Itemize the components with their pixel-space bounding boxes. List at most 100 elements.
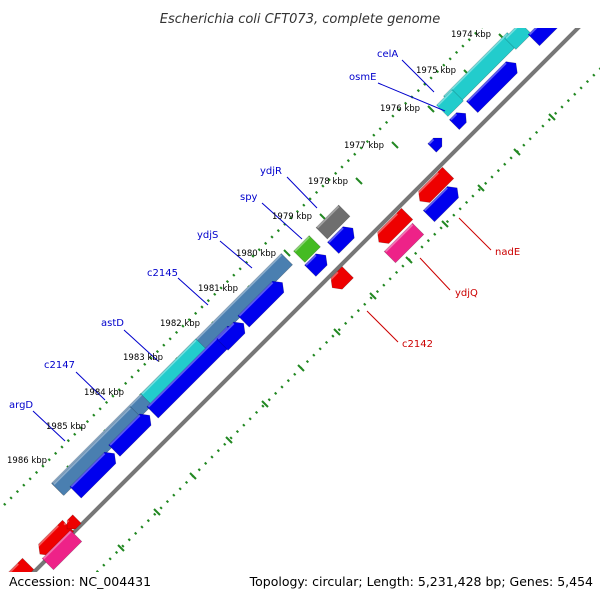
ruler-tick <box>477 184 485 192</box>
gene-label-leader-forward <box>286 176 318 209</box>
feature-bottom-small-cds-shape[interactable] <box>63 514 82 533</box>
accession-text: Accession: NC_004431 <box>9 574 151 589</box>
ruler-tick <box>283 249 291 257</box>
gene-label-spy[interactable]: spy <box>240 192 258 203</box>
feature-nadE-adjacent-cds-highlight <box>423 187 448 212</box>
gene-label-argD[interactable]: argD <box>9 400 33 411</box>
ruler-tick <box>405 256 413 264</box>
gene-label-celA[interactable]: celA <box>377 49 398 60</box>
gene-label-nadE[interactable]: nadE <box>495 247 520 258</box>
feature-ydjR-cds-highlight <box>328 227 344 243</box>
feature-ydjQ-cds-shape[interactable] <box>373 207 414 248</box>
ruler-tick <box>189 472 197 480</box>
gene-label-leader-forward <box>123 329 159 362</box>
gene-label-c2145[interactable]: c2145 <box>147 268 178 279</box>
feature-osmE-cds <box>448 108 470 131</box>
feature-nadE-cds-shape[interactable] <box>414 166 455 207</box>
feature-bottom2-cds-shape[interactable] <box>0 557 35 598</box>
gene-label-leader-forward <box>177 277 209 306</box>
gene-label-astD[interactable]: astD <box>101 318 124 329</box>
forward-gene-labels: celA osmE ydjR spy ydjS c2145 astD c2147… <box>9 49 398 411</box>
gene-label-leader-forward <box>219 240 253 269</box>
feature-argD-cds-shape[interactable] <box>69 448 120 499</box>
feature-ydjQ-rna-highlight <box>384 223 414 253</box>
feature-c2142-cds-shape[interactable] <box>327 266 354 294</box>
feature-astD-cds-highlight <box>147 326 229 408</box>
feature-ydjR-cds-shape[interactable] <box>327 222 358 254</box>
tick-label: 1974 kbp <box>451 30 491 40</box>
feature-bottom2-cds <box>0 557 35 598</box>
gene-label-leader-forward <box>261 202 303 240</box>
ruler-tick <box>297 364 305 372</box>
feature-bottom-rna-highlight <box>42 530 72 560</box>
feature-spy-cog <box>293 235 321 263</box>
feature-osmE-cog-highlight <box>437 90 453 106</box>
feature-celA-cog-highlight <box>444 33 508 97</box>
feature-celA-cds-shape[interactable] <box>465 57 521 114</box>
feature-ydjR-cds <box>327 222 358 254</box>
feature-bottom-cds-shape[interactable] <box>34 519 75 560</box>
feature-ydjQ-cds-highlight <box>373 213 398 238</box>
ruler-tick <box>355 177 363 185</box>
feature-c2145b-cds-shape[interactable] <box>216 318 250 351</box>
gene-label-osmE[interactable]: osmE <box>349 72 376 83</box>
genome-stats-text: Topology: circular; Length: 5,231,428 bp… <box>249 574 593 589</box>
tick-label: 1978 kbp <box>308 177 348 187</box>
feature-spy-cds-highlight <box>305 254 317 266</box>
feature-spy-cog-shape[interactable] <box>293 235 321 263</box>
gene-label-leader-reverse <box>419 257 451 291</box>
feature-bottom-small-cds-highlight <box>63 519 70 526</box>
feature-bottom2-cds-highlight <box>0 563 19 572</box>
ruler-tick <box>441 220 449 228</box>
ruler-tick <box>153 508 161 516</box>
gene-label-leader-forward <box>32 410 66 442</box>
reverse-gene-labels: nadE ydjQ c2142 <box>402 247 520 350</box>
feature-ydjR-cog-shape[interactable] <box>315 204 351 240</box>
feature-top2-cds-shape[interactable] <box>559 0 584 16</box>
feature-osmE-cds-shape[interactable] <box>448 108 470 131</box>
ruler-tick <box>391 141 399 149</box>
feature-small-cds-shape[interactable] <box>427 134 446 153</box>
gene-label-leader-reverse <box>458 217 492 251</box>
gene-label-ydjR[interactable]: ydjR <box>260 166 282 177</box>
feature-c2142-cds-highlight <box>327 271 339 283</box>
feature-c2142-cds <box>327 266 354 294</box>
feature-top-cds-shape[interactable] <box>527 6 568 47</box>
ruler-tick <box>548 113 556 121</box>
feature-layer <box>0 0 584 598</box>
feature-celA-cds <box>465 57 521 114</box>
feature-ydjR-cog <box>315 204 351 240</box>
feature-nadE-adjacent-cds-shape[interactable] <box>422 182 463 223</box>
feature-bottom-rna <box>41 529 83 571</box>
gene-label-leader-reverse <box>366 310 399 343</box>
feature-bottom-small-cds <box>63 514 82 533</box>
feature-ydjQ-rna-shape[interactable] <box>383 222 425 264</box>
gene-label-ydjQ[interactable]: ydjQ <box>455 288 478 299</box>
feature-c2145b-cds-highlight <box>217 322 235 340</box>
feature-bottom-rna-shape[interactable] <box>41 529 83 571</box>
feature-osmE-cog-shape[interactable] <box>436 89 464 117</box>
tick-label: 1979 kbp <box>272 212 312 222</box>
gene-label-c2147[interactable]: c2147 <box>44 360 75 371</box>
ruler-tick <box>427 105 435 113</box>
feature-c2147-cds-shape[interactable] <box>108 410 156 457</box>
ruler-tick <box>225 436 233 444</box>
tick-label: 1976 kbp <box>380 104 420 114</box>
gene-label-leader-forward <box>377 82 446 112</box>
gene-label-ydjS[interactable]: ydjS <box>197 230 218 241</box>
gene-label-c2142[interactable]: c2142 <box>402 339 433 350</box>
tick-label: 1977 kbp <box>344 141 384 151</box>
feature-bottom-cds-highlight <box>34 525 59 550</box>
feature-c2147-cds-highlight <box>109 414 141 446</box>
gene-label-leader-forward <box>401 59 435 93</box>
feature-spy-cds-shape[interactable] <box>304 250 332 277</box>
feature-ydjQ-cds <box>373 207 414 248</box>
feature-c2145-cds-shape[interactable] <box>237 277 288 328</box>
feature-argD-cds <box>69 448 120 499</box>
feature-nadE-cds <box>414 166 455 207</box>
feature-argD-cog-highlight <box>53 407 131 485</box>
feature-celA-cds-highlight <box>467 62 507 102</box>
tick-label: 1983 kbp <box>123 353 163 363</box>
ruler-tick <box>117 544 125 552</box>
